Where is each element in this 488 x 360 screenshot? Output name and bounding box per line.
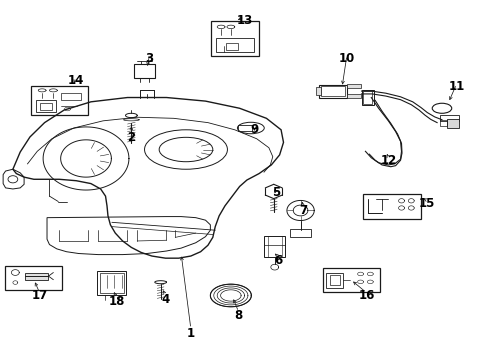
Text: 5: 5 <box>271 186 280 199</box>
Bar <box>36 100 56 112</box>
Bar <box>61 93 81 100</box>
Bar <box>100 273 124 293</box>
Bar <box>361 90 373 105</box>
Text: 1: 1 <box>186 327 195 340</box>
Bar <box>216 39 254 52</box>
Text: 14: 14 <box>68 74 84 87</box>
Bar <box>439 116 458 121</box>
Bar <box>319 85 346 98</box>
Bar <box>362 194 420 219</box>
Bar <box>326 273 343 288</box>
Bar <box>322 267 379 292</box>
Bar <box>264 236 285 257</box>
Bar <box>225 42 238 50</box>
Bar <box>25 273 48 280</box>
Bar <box>211 21 259 56</box>
Bar <box>362 91 371 104</box>
Ellipse shape <box>431 103 451 113</box>
Text: 10: 10 <box>338 51 354 64</box>
Bar <box>316 87 321 95</box>
Text: 18: 18 <box>108 295 124 308</box>
Text: 3: 3 <box>145 52 153 65</box>
Bar <box>31 86 88 116</box>
Text: 6: 6 <box>274 254 282 267</box>
Text: 8: 8 <box>234 309 242 322</box>
Bar <box>346 94 360 98</box>
Bar <box>4 266 62 291</box>
Text: 2: 2 <box>127 131 135 144</box>
Text: 12: 12 <box>380 154 396 167</box>
Bar <box>97 271 126 295</box>
Bar <box>237 125 252 131</box>
Text: 11: 11 <box>447 80 464 93</box>
Text: 4: 4 <box>161 293 169 306</box>
Bar <box>446 119 458 128</box>
Text: 17: 17 <box>32 289 48 302</box>
Bar <box>346 84 360 88</box>
Text: 7: 7 <box>298 204 306 217</box>
Text: 15: 15 <box>418 197 435 210</box>
Bar <box>40 103 52 110</box>
Bar <box>321 86 345 96</box>
Bar <box>134 64 155 78</box>
Bar <box>439 120 446 126</box>
Bar <box>330 275 339 285</box>
Bar <box>289 229 311 237</box>
Text: 16: 16 <box>358 289 374 302</box>
Text: 9: 9 <box>250 123 258 136</box>
Ellipse shape <box>237 122 264 134</box>
Text: 13: 13 <box>236 14 252 27</box>
